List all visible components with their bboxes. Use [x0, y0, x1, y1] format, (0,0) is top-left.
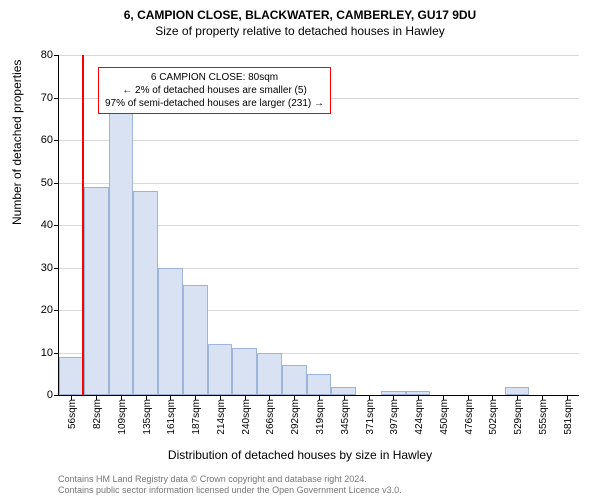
histogram-bar [331, 387, 356, 396]
gridline [59, 183, 579, 184]
xtick-label: 161sqm [166, 399, 177, 435]
ytick-mark [54, 225, 59, 226]
annotation-line1: 6 CAMPION CLOSE: 80sqm [105, 71, 324, 84]
histogram-bar [133, 191, 158, 395]
property-marker-line [82, 55, 84, 395]
xtick-label: 371sqm [365, 399, 376, 435]
histogram-bar [505, 387, 530, 396]
ytick-label: 40 [23, 219, 53, 231]
ytick-mark [54, 268, 59, 269]
xtick-label: 397sqm [389, 399, 400, 435]
xtick-label: 424sqm [414, 399, 425, 435]
histogram-bar [307, 374, 332, 395]
histogram-bar [208, 344, 233, 395]
ytick-label: 30 [23, 262, 53, 274]
ytick-label: 50 [23, 177, 53, 189]
annotation-line3: 97% of semi-detached houses are larger (… [105, 97, 324, 110]
histogram-bar [109, 110, 134, 395]
gridline [59, 140, 579, 141]
xtick-label: 476sqm [464, 399, 475, 435]
xtick-label: 109sqm [117, 399, 128, 435]
histogram-bar [232, 348, 257, 395]
footer-line1: Contains HM Land Registry data © Crown c… [58, 474, 402, 485]
ytick-label: 20 [23, 304, 53, 316]
xtick-label: 135sqm [142, 399, 153, 435]
xtick-label: 345sqm [340, 399, 351, 435]
xtick-label: 187sqm [191, 399, 202, 435]
xtick-label: 214sqm [216, 399, 227, 435]
ytick-label: 60 [23, 134, 53, 146]
xtick-label: 240sqm [241, 399, 252, 435]
xtick-label: 292sqm [290, 399, 301, 435]
ytick-mark [54, 55, 59, 56]
histogram-bar [59, 357, 84, 395]
title-subtitle: Size of property relative to detached ho… [0, 22, 600, 38]
xtick-label: 555sqm [538, 399, 549, 435]
histogram-bar [183, 285, 208, 396]
ytick-label: 70 [23, 92, 53, 104]
annotation-box: 6 CAMPION CLOSE: 80sqm ← 2% of detached … [98, 67, 331, 114]
histogram-bar [282, 365, 307, 395]
histogram-bar [84, 187, 109, 395]
xtick-label: 56sqm [67, 399, 78, 429]
xtick-label: 581sqm [563, 399, 574, 435]
ytick-mark [54, 353, 59, 354]
ytick-mark [54, 98, 59, 99]
gridline [59, 55, 579, 56]
title-address: 6, CAMPION CLOSE, BLACKWATER, CAMBERLEY,… [0, 0, 600, 22]
xtick-label: 529sqm [513, 399, 524, 435]
xtick-label: 82sqm [92, 399, 103, 429]
annotation-line2: ← 2% of detached houses are smaller (5) [105, 84, 324, 97]
ytick-mark [54, 183, 59, 184]
ytick-label: 80 [23, 49, 53, 61]
xtick-label: 502sqm [488, 399, 499, 435]
y-axis-label: Number of detached properties [10, 60, 24, 225]
histogram-chart: 0102030405060708056sqm82sqm109sqm135sqm1… [58, 55, 578, 395]
ytick-label: 10 [23, 347, 53, 359]
xtick-label: 266sqm [265, 399, 276, 435]
histogram-bar [158, 268, 183, 396]
ytick-mark [54, 310, 59, 311]
histogram-bar [257, 353, 282, 396]
ytick-mark [54, 395, 59, 396]
xtick-label: 450sqm [439, 399, 450, 435]
footer-line2: Contains public sector information licen… [58, 485, 402, 496]
ytick-mark [54, 140, 59, 141]
ytick-label: 0 [23, 389, 53, 401]
footer-attribution: Contains HM Land Registry data © Crown c… [58, 474, 402, 497]
x-axis-label: Distribution of detached houses by size … [0, 448, 600, 462]
xtick-label: 319sqm [315, 399, 326, 435]
